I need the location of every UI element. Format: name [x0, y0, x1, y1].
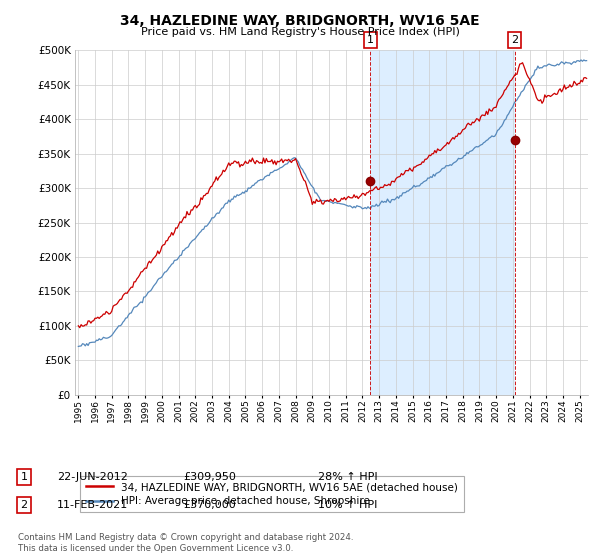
Text: 28% ↑ HPI: 28% ↑ HPI: [318, 472, 377, 482]
Text: 1: 1: [20, 472, 28, 482]
Text: 1: 1: [367, 35, 374, 45]
Text: Price paid vs. HM Land Registry's House Price Index (HPI): Price paid vs. HM Land Registry's House …: [140, 27, 460, 37]
Text: Contains HM Land Registry data © Crown copyright and database right 2024.
This d: Contains HM Land Registry data © Crown c…: [18, 533, 353, 553]
Text: 22-JUN-2012: 22-JUN-2012: [57, 472, 128, 482]
Text: 34, HAZLEDINE WAY, BRIDGNORTH, WV16 5AE: 34, HAZLEDINE WAY, BRIDGNORTH, WV16 5AE: [120, 14, 480, 28]
Text: 2: 2: [20, 500, 28, 510]
Text: 2: 2: [511, 35, 518, 45]
Legend: 34, HAZLEDINE WAY, BRIDGNORTH, WV16 5AE (detached house), HPI: Average price, de: 34, HAZLEDINE WAY, BRIDGNORTH, WV16 5AE …: [80, 476, 464, 512]
Text: £309,950: £309,950: [183, 472, 236, 482]
Text: £370,000: £370,000: [183, 500, 236, 510]
Bar: [370, 50, 515, 395]
Text: 11-FEB-2021: 11-FEB-2021: [57, 500, 128, 510]
Text: 10% ↑ HPI: 10% ↑ HPI: [318, 500, 377, 510]
